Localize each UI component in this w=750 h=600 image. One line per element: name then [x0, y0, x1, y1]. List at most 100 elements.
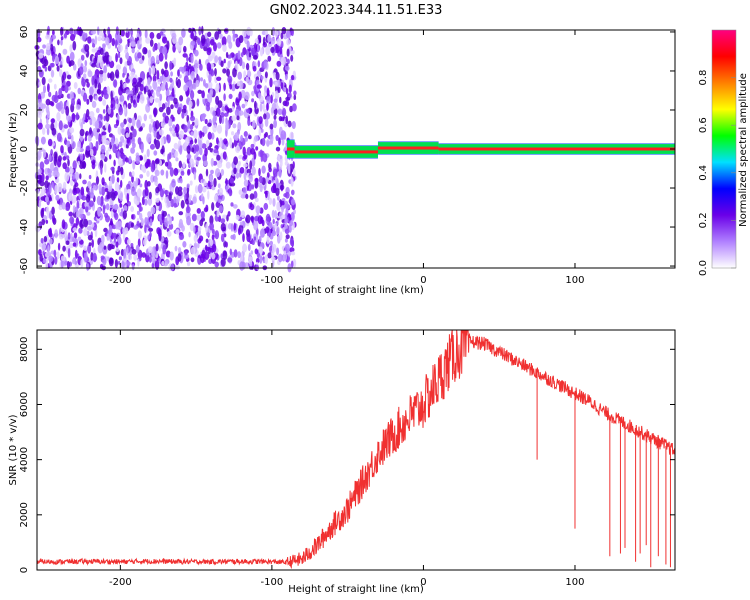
heatmap-cell — [272, 218, 275, 225]
heatmap-cell — [60, 26, 64, 36]
heatmap-cell — [137, 52, 142, 59]
heatmap-cell — [293, 94, 297, 100]
heatmap-cell — [281, 214, 286, 219]
heatmap-cell — [54, 229, 59, 239]
heatmap-cell — [214, 55, 219, 63]
heatmap-cell — [168, 118, 173, 127]
heatmap-cell — [215, 83, 220, 92]
heatmap-cell — [89, 111, 95, 119]
heatmap-cell — [98, 76, 104, 84]
heatmap-cell — [196, 98, 200, 107]
heatmap-cell — [85, 206, 89, 213]
heatmap-cell — [141, 252, 147, 258]
heatmap-cell — [99, 241, 105, 249]
heatmap-cell — [224, 105, 228, 112]
heatmap-cell — [90, 192, 95, 199]
heatmap-cell — [221, 115, 225, 125]
heatmap-cell — [37, 98, 42, 104]
heatmap-cell — [143, 154, 147, 163]
heatmap-cell — [229, 248, 232, 256]
heatmap-cell — [181, 111, 185, 119]
bottom-y-axis-label: SNR (10 * v/v) — [8, 414, 19, 485]
heatmap-cell — [46, 117, 49, 125]
heatmap-cell — [139, 94, 145, 104]
carrier-band-peak — [377, 146, 439, 150]
heatmap-cell — [46, 43, 51, 51]
heatmap-cell — [208, 142, 213, 148]
heatmap-cell — [190, 70, 196, 80]
heatmap-cell — [261, 165, 266, 174]
heatmap-cell — [185, 198, 189, 205]
heatmap-cell — [244, 100, 248, 107]
heatmap-cell — [278, 137, 281, 146]
heatmap-cell — [293, 209, 296, 215]
heatmap-cell — [168, 152, 172, 160]
heatmap-cell — [291, 121, 296, 129]
heatmap-cell — [189, 180, 193, 186]
heatmap-cell — [126, 192, 130, 203]
heatmap-cell — [125, 89, 131, 95]
heatmap-cell — [58, 69, 63, 78]
heatmap-cell — [93, 57, 96, 65]
heatmap-cell — [98, 96, 103, 102]
top-y-tick-label: 60 — [19, 26, 30, 39]
heatmap-cell — [125, 132, 130, 138]
heatmap-cell — [56, 132, 62, 142]
heatmap-cell — [209, 239, 214, 247]
heatmap-cell — [141, 55, 145, 61]
heatmap-cell — [119, 203, 123, 208]
heatmap-cell — [203, 160, 208, 167]
heatmap-cell — [213, 149, 219, 154]
bottom-y-tick-label: 8000 — [19, 337, 30, 362]
heatmap-cell — [269, 134, 274, 143]
heatmap-cell — [193, 129, 198, 139]
heatmap-cell — [206, 62, 212, 72]
heatmap-cell — [233, 222, 236, 231]
heatmap-cell — [271, 230, 276, 237]
heatmap-cell — [116, 114, 120, 122]
colorbar-gradient — [712, 30, 736, 268]
heatmap-cell — [129, 132, 133, 140]
heatmap-cell — [261, 137, 266, 147]
heatmap-cell — [39, 253, 43, 262]
bottom-x-tick-label: -100 — [261, 577, 284, 588]
heatmap-cell — [218, 187, 224, 196]
heatmap-cell — [120, 29, 125, 37]
heatmap-cell — [81, 195, 87, 201]
heatmap-cell — [45, 260, 49, 270]
heatmap-cell — [274, 81, 278, 87]
heatmap-cell — [266, 235, 270, 245]
heatmap-cell — [227, 54, 232, 59]
heatmap-cell — [107, 107, 112, 115]
heatmap-cell — [225, 51, 229, 59]
heatmap-cell — [118, 256, 122, 261]
heatmap-cell — [179, 145, 183, 155]
heatmap-cell — [220, 168, 225, 176]
heatmap-cell — [132, 142, 136, 149]
heatmap-cell — [258, 37, 262, 43]
heatmap-cell — [147, 77, 151, 86]
heatmap-cell — [192, 196, 197, 204]
heatmap-cell — [290, 54, 294, 62]
heatmap-cell — [291, 212, 295, 220]
heatmap-cell — [62, 48, 68, 55]
heatmap-cell — [232, 204, 238, 209]
heatmap-cell — [132, 77, 138, 85]
heatmap-cell — [214, 261, 219, 268]
top-y-tick-label: -40 — [19, 219, 30, 235]
heatmap-cell — [37, 150, 42, 159]
heatmap-cell — [130, 95, 133, 104]
heatmap-cell — [260, 128, 264, 133]
heatmap-cell — [137, 258, 140, 267]
heatmap-cell — [235, 172, 240, 178]
heatmap-cell — [89, 95, 93, 103]
heatmap-cell — [85, 194, 91, 203]
heatmap-cell — [162, 210, 168, 217]
heatmap-cell — [107, 243, 112, 251]
heatmap-cell — [126, 136, 131, 144]
heatmap-cell — [245, 62, 250, 71]
top-y-tick-label: 0 — [19, 146, 30, 152]
heatmap-cell — [133, 225, 139, 230]
heatmap-cell — [135, 154, 141, 164]
heatmap-cell — [94, 95, 98, 101]
